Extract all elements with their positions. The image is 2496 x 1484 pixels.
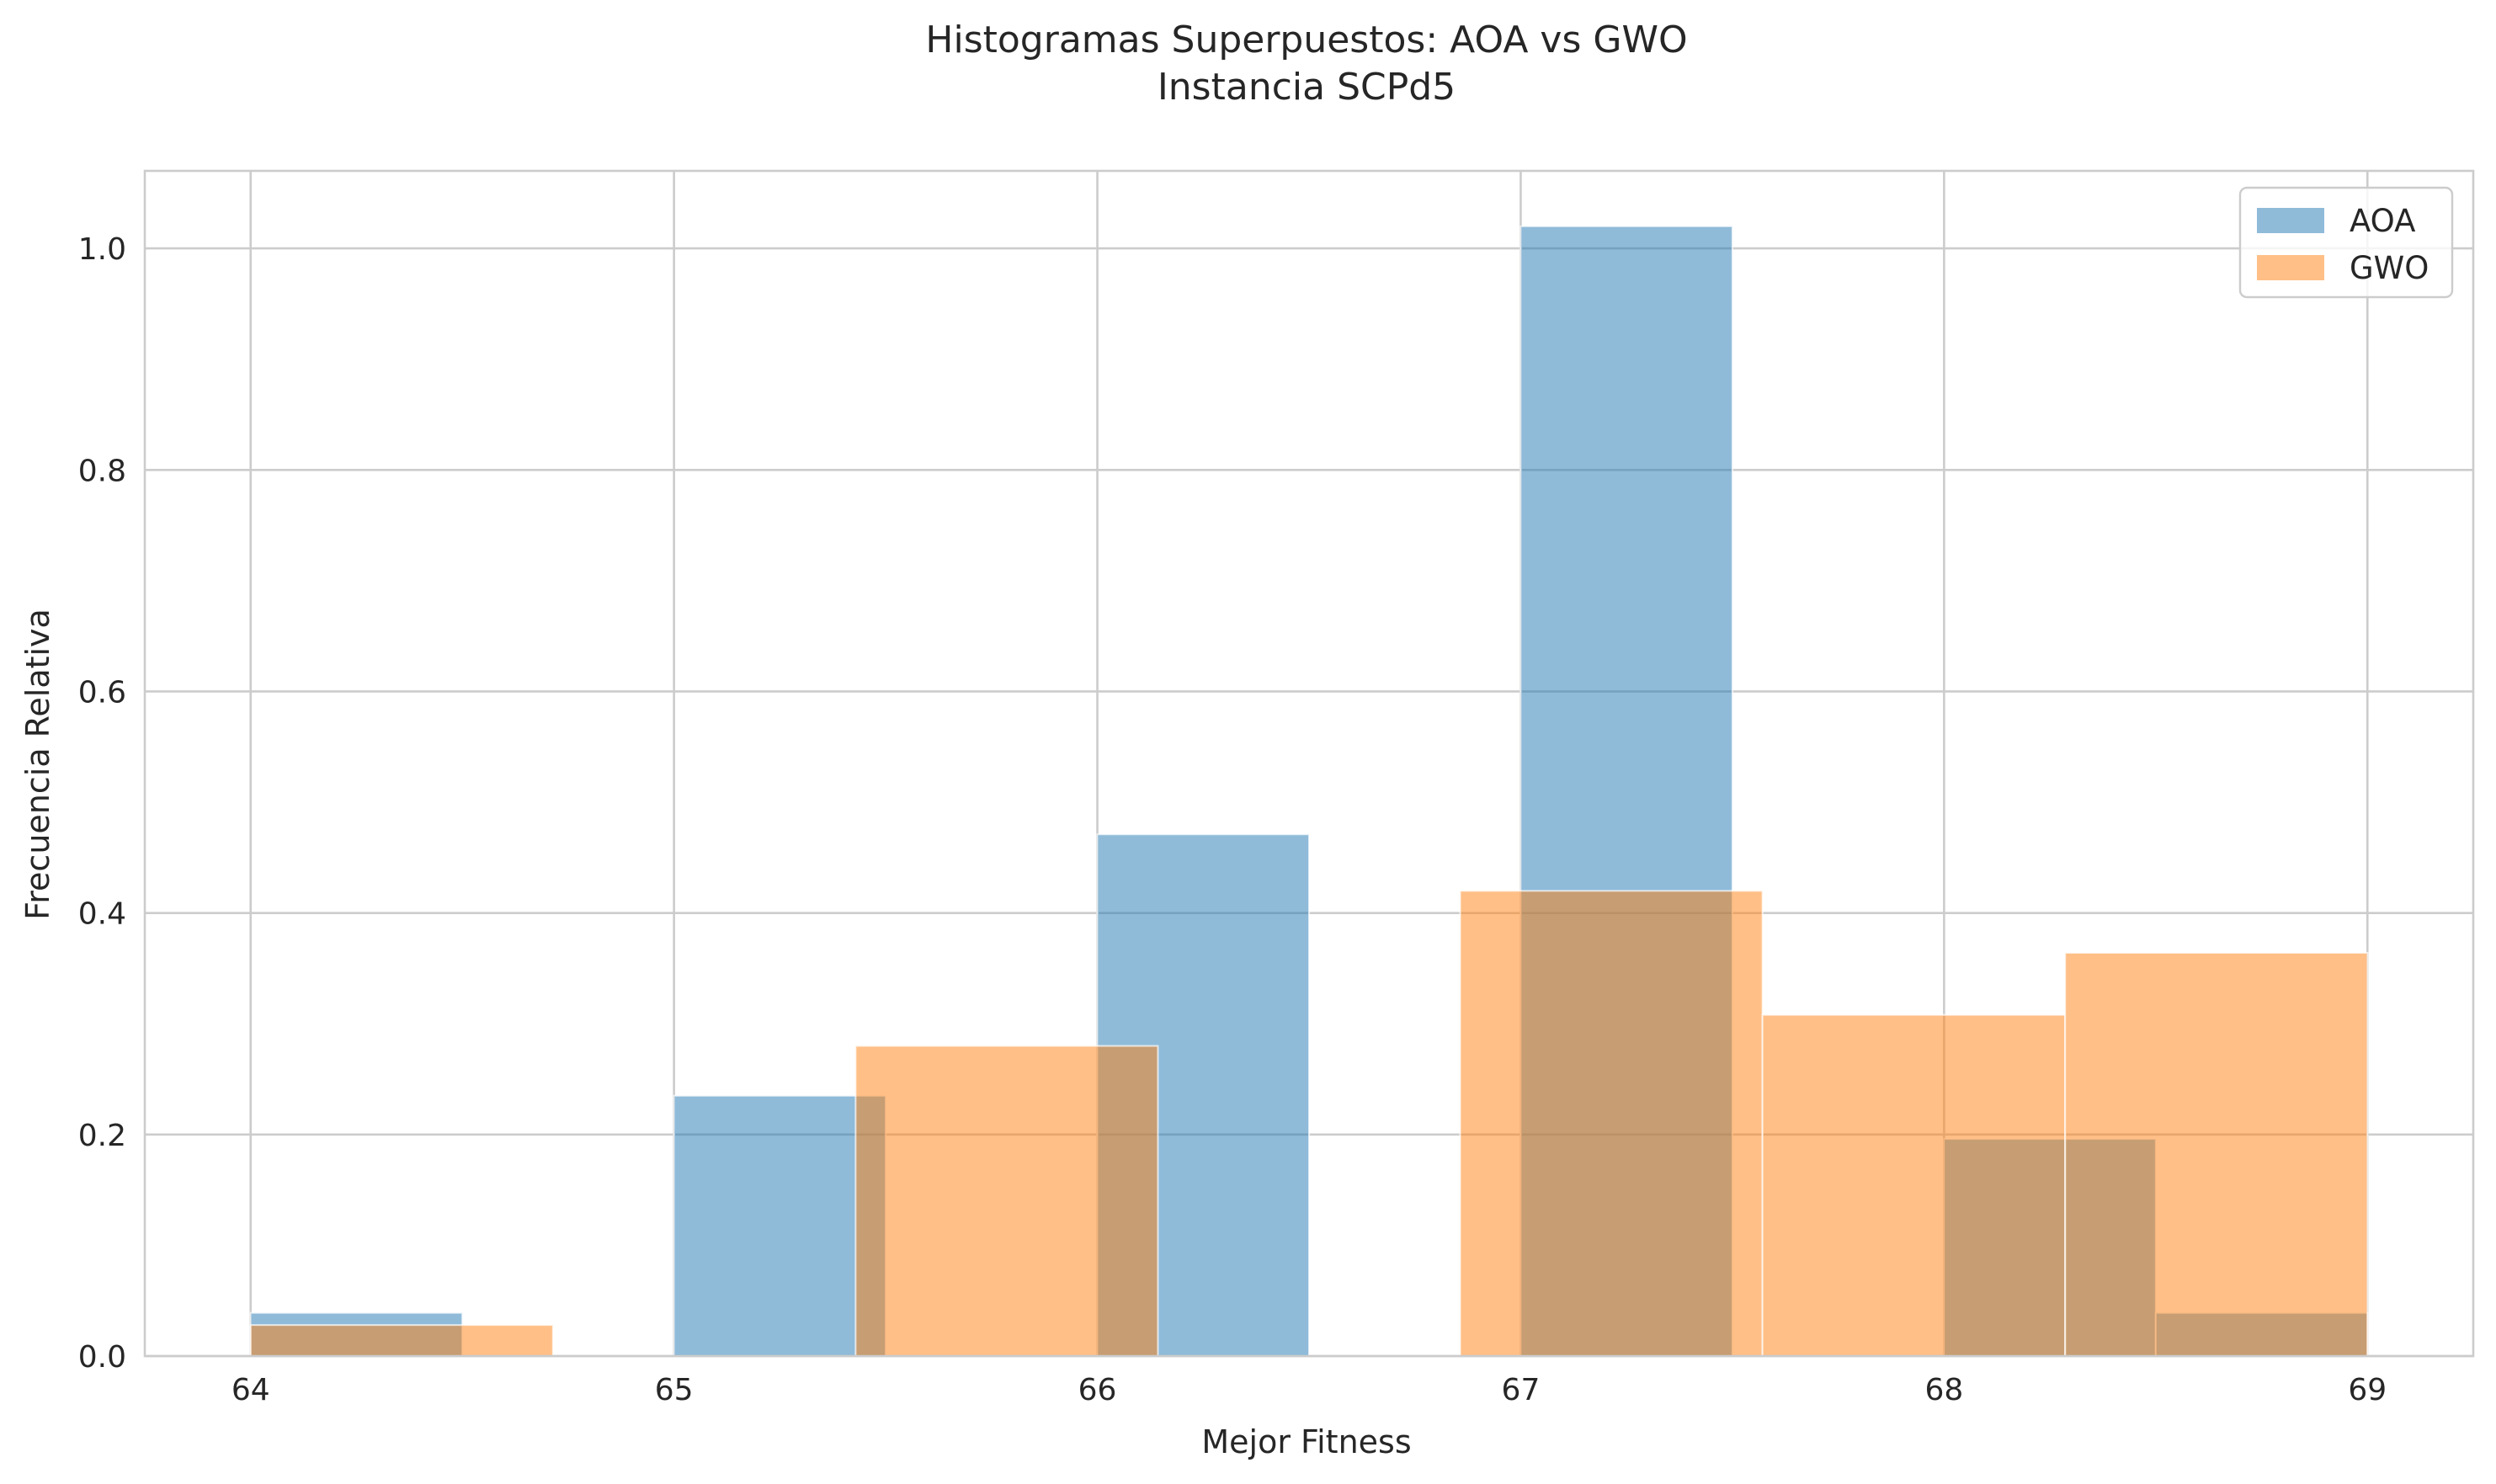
y-tick-label: 0.8 xyxy=(78,454,126,488)
bar-gwo-5 xyxy=(1761,1013,2067,1357)
plot-frame xyxy=(143,169,2475,1358)
chart-subtitle: Instancia SCPd5 xyxy=(1158,66,1456,109)
bar-gwo-2 xyxy=(854,1045,1159,1357)
legend-label-aoa: AOA xyxy=(2350,203,2415,239)
y-tick-label: 0.2 xyxy=(78,1119,126,1153)
x-tick-label: 68 xyxy=(1924,1373,1963,1407)
bar-gwo-0 xyxy=(249,1324,554,1358)
y-tick-label: 1.0 xyxy=(78,232,126,267)
x-tick-label: 67 xyxy=(1502,1373,1541,1407)
tick-labels: 64 65 66 67 68 69 0.0 0.2 0.4 0.6 0.8 1.0 xyxy=(78,232,2387,1407)
x-tick-label: 66 xyxy=(1078,1373,1117,1407)
chart-title: Histogramas Superpuestos: AOA vs GWO xyxy=(925,19,1687,61)
legend-swatch-gwo xyxy=(2257,255,2324,280)
legend: AOA GWO xyxy=(2238,186,2454,299)
bar-aoa-2 xyxy=(673,1094,887,1357)
y-tick-label: 0.0 xyxy=(78,1340,126,1375)
y-tick-label: 0.4 xyxy=(78,897,126,932)
legend-label-gwo: GWO xyxy=(2350,250,2429,286)
bar-gwo-4 xyxy=(1459,890,1764,1358)
bar-gwo-6 xyxy=(2064,952,2369,1358)
histogram-bars xyxy=(249,225,2369,1358)
x-tick-label: 64 xyxy=(232,1373,270,1407)
x-axis-label: Mejor Fitness xyxy=(1201,1423,1411,1460)
x-tick-label: 65 xyxy=(655,1373,694,1407)
y-tick-label: 0.6 xyxy=(78,675,126,710)
y-axis-label: Frecuencia Relativa xyxy=(19,609,56,920)
x-tick-label: 69 xyxy=(2348,1373,2387,1407)
legend-swatch-aoa xyxy=(2257,208,2324,233)
